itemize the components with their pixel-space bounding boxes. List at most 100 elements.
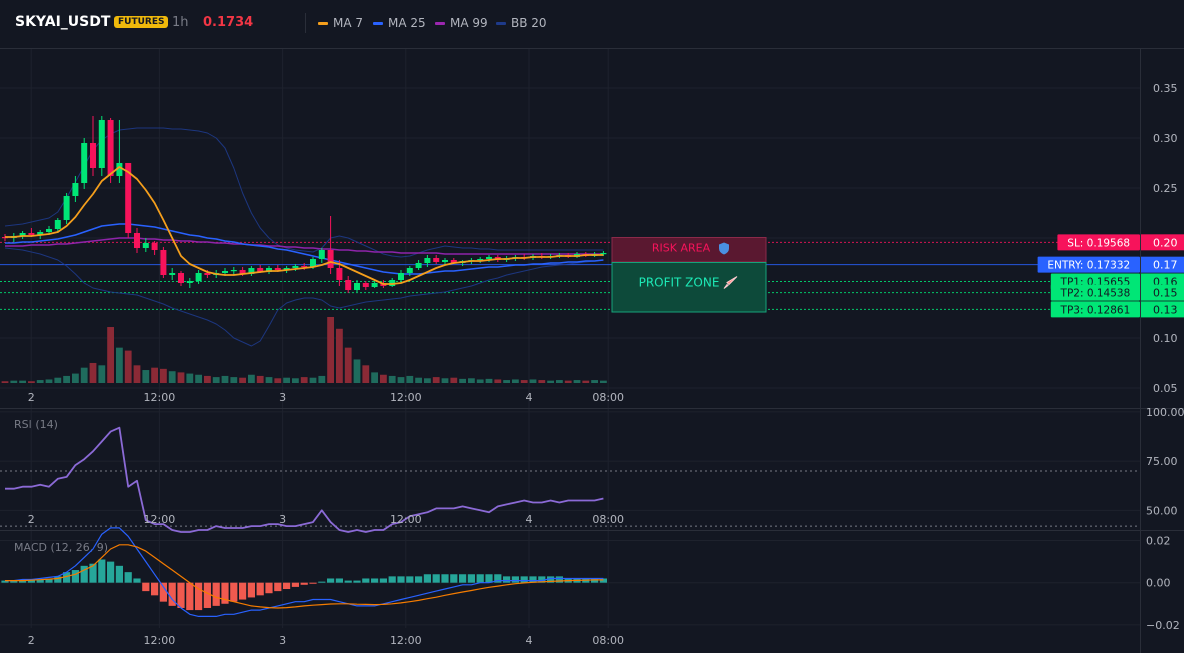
candle-body [248,268,255,274]
volume-bar [353,359,361,383]
candle-body [230,270,237,272]
x-axis-tick-label: 4 [526,513,533,526]
macd-histogram-bar [203,582,211,608]
volume-bar [177,372,185,383]
candle-body [477,259,484,261]
volume-bar [265,377,273,383]
shield-icon [719,242,729,255]
level-tag-bg [1037,256,1140,273]
volume-bar [300,377,308,383]
candle-body [327,250,334,268]
macd-histogram-bar [142,582,150,592]
macd-histogram-bar [353,580,361,583]
candle-body [424,258,431,263]
macd-axis-label: 0.00 [1146,577,1171,590]
candle-body [54,220,61,229]
volume-bar [107,327,114,383]
level-tag-bg [1050,284,1140,301]
volume-bar [503,380,510,383]
volume-bar [256,375,264,383]
volume-bar [424,378,431,383]
legend-ma7[interactable]: MA 7 [318,16,363,30]
volume-bar [72,373,79,383]
macd-histogram-bar [467,574,475,583]
price-axis-level-bg [1141,234,1184,251]
candle-body [37,232,44,235]
candle-body [134,233,140,248]
macd-axis-label: −0.02 [1146,619,1180,632]
candle-body [318,250,325,259]
candle-body [63,196,70,220]
candle-body [310,259,316,267]
volume-bar [309,377,317,383]
x-axis-tick-label: 2 [28,513,35,526]
volume-bar [212,377,220,383]
price-axis-label: 0.30 [1153,132,1178,145]
candle-body [19,233,26,236]
macd-histogram-bar [520,576,528,583]
candle-body [116,163,123,176]
x-axis-tick-label: 3 [279,513,286,526]
level-tag-bg [1057,234,1140,251]
volume-bar [116,347,123,383]
candle-body [336,268,343,280]
volume-bar [362,365,370,383]
macd-histogram-bar [406,576,414,583]
volume-bar [468,378,475,383]
price-axis-level-bg [1141,256,1184,273]
volume-bar [494,379,502,383]
symbol-name[interactable]: SKYAI_USDT [15,14,111,30]
candle-body [222,271,228,273]
rsi-pane-label: RSI (14) [14,418,58,431]
macd-histogram-bar [397,576,405,583]
volume-bar [380,374,387,383]
macd-histogram-bar [371,578,379,583]
risk-area-zone [611,237,767,263]
volume-bar [450,377,458,383]
volume-bar [512,379,519,383]
macd-histogram-bar [186,582,194,611]
volume-bar [239,377,246,383]
candle-body [90,143,96,168]
ma25-line [5,223,604,275]
candle-body [98,120,105,168]
macd-histogram-bar [1,580,9,583]
macd-pane-label: MACD (12, 26, 9) [14,541,109,554]
macd-histogram-bar [459,574,467,583]
volume-bar [36,380,44,383]
price-axis-label: 0.10 [1153,332,1178,345]
legend-ma99[interactable]: MA 99 [435,16,488,30]
level-tag-label: TP2: 0.14538 [1060,288,1131,300]
macd-histogram-bar [36,579,44,583]
macd-histogram-bar [423,574,431,583]
timeframe-label[interactable]: 1h [172,15,189,30]
macd-histogram-bar [441,574,449,583]
macd-histogram-bar [379,578,387,583]
x-axis-tick-label: 12:00 [390,634,422,647]
futures-badge: FUTURES [114,16,169,28]
macd-histogram-bar [27,580,35,583]
candle-body [28,233,35,235]
macd-histogram-bar [388,576,396,583]
profit-zone-label: PROFIT ZONE [639,276,720,290]
candle-body [600,253,607,255]
profit-zone [611,262,767,313]
macd-histogram-bar [45,578,53,583]
volume-bar [432,377,440,383]
price-axis-label: 0.05 [1153,382,1178,395]
legend-swatch [496,21,506,25]
macd-histogram-bar [256,582,264,596]
legend-ma25[interactable]: MA 25 [373,16,426,30]
volume-bar [10,380,18,383]
legend-bb20[interactable]: BB 20 [496,16,547,30]
volume-bar [133,365,141,383]
x-axis-tick-label: 12:00 [144,391,176,404]
macd-histogram-bar [212,582,220,606]
candle-body [107,120,114,176]
candle-body [450,260,457,263]
candle-body [398,273,404,280]
candle-body [125,163,132,233]
header-divider [305,13,306,33]
macd-histogram-bar [63,572,71,583]
